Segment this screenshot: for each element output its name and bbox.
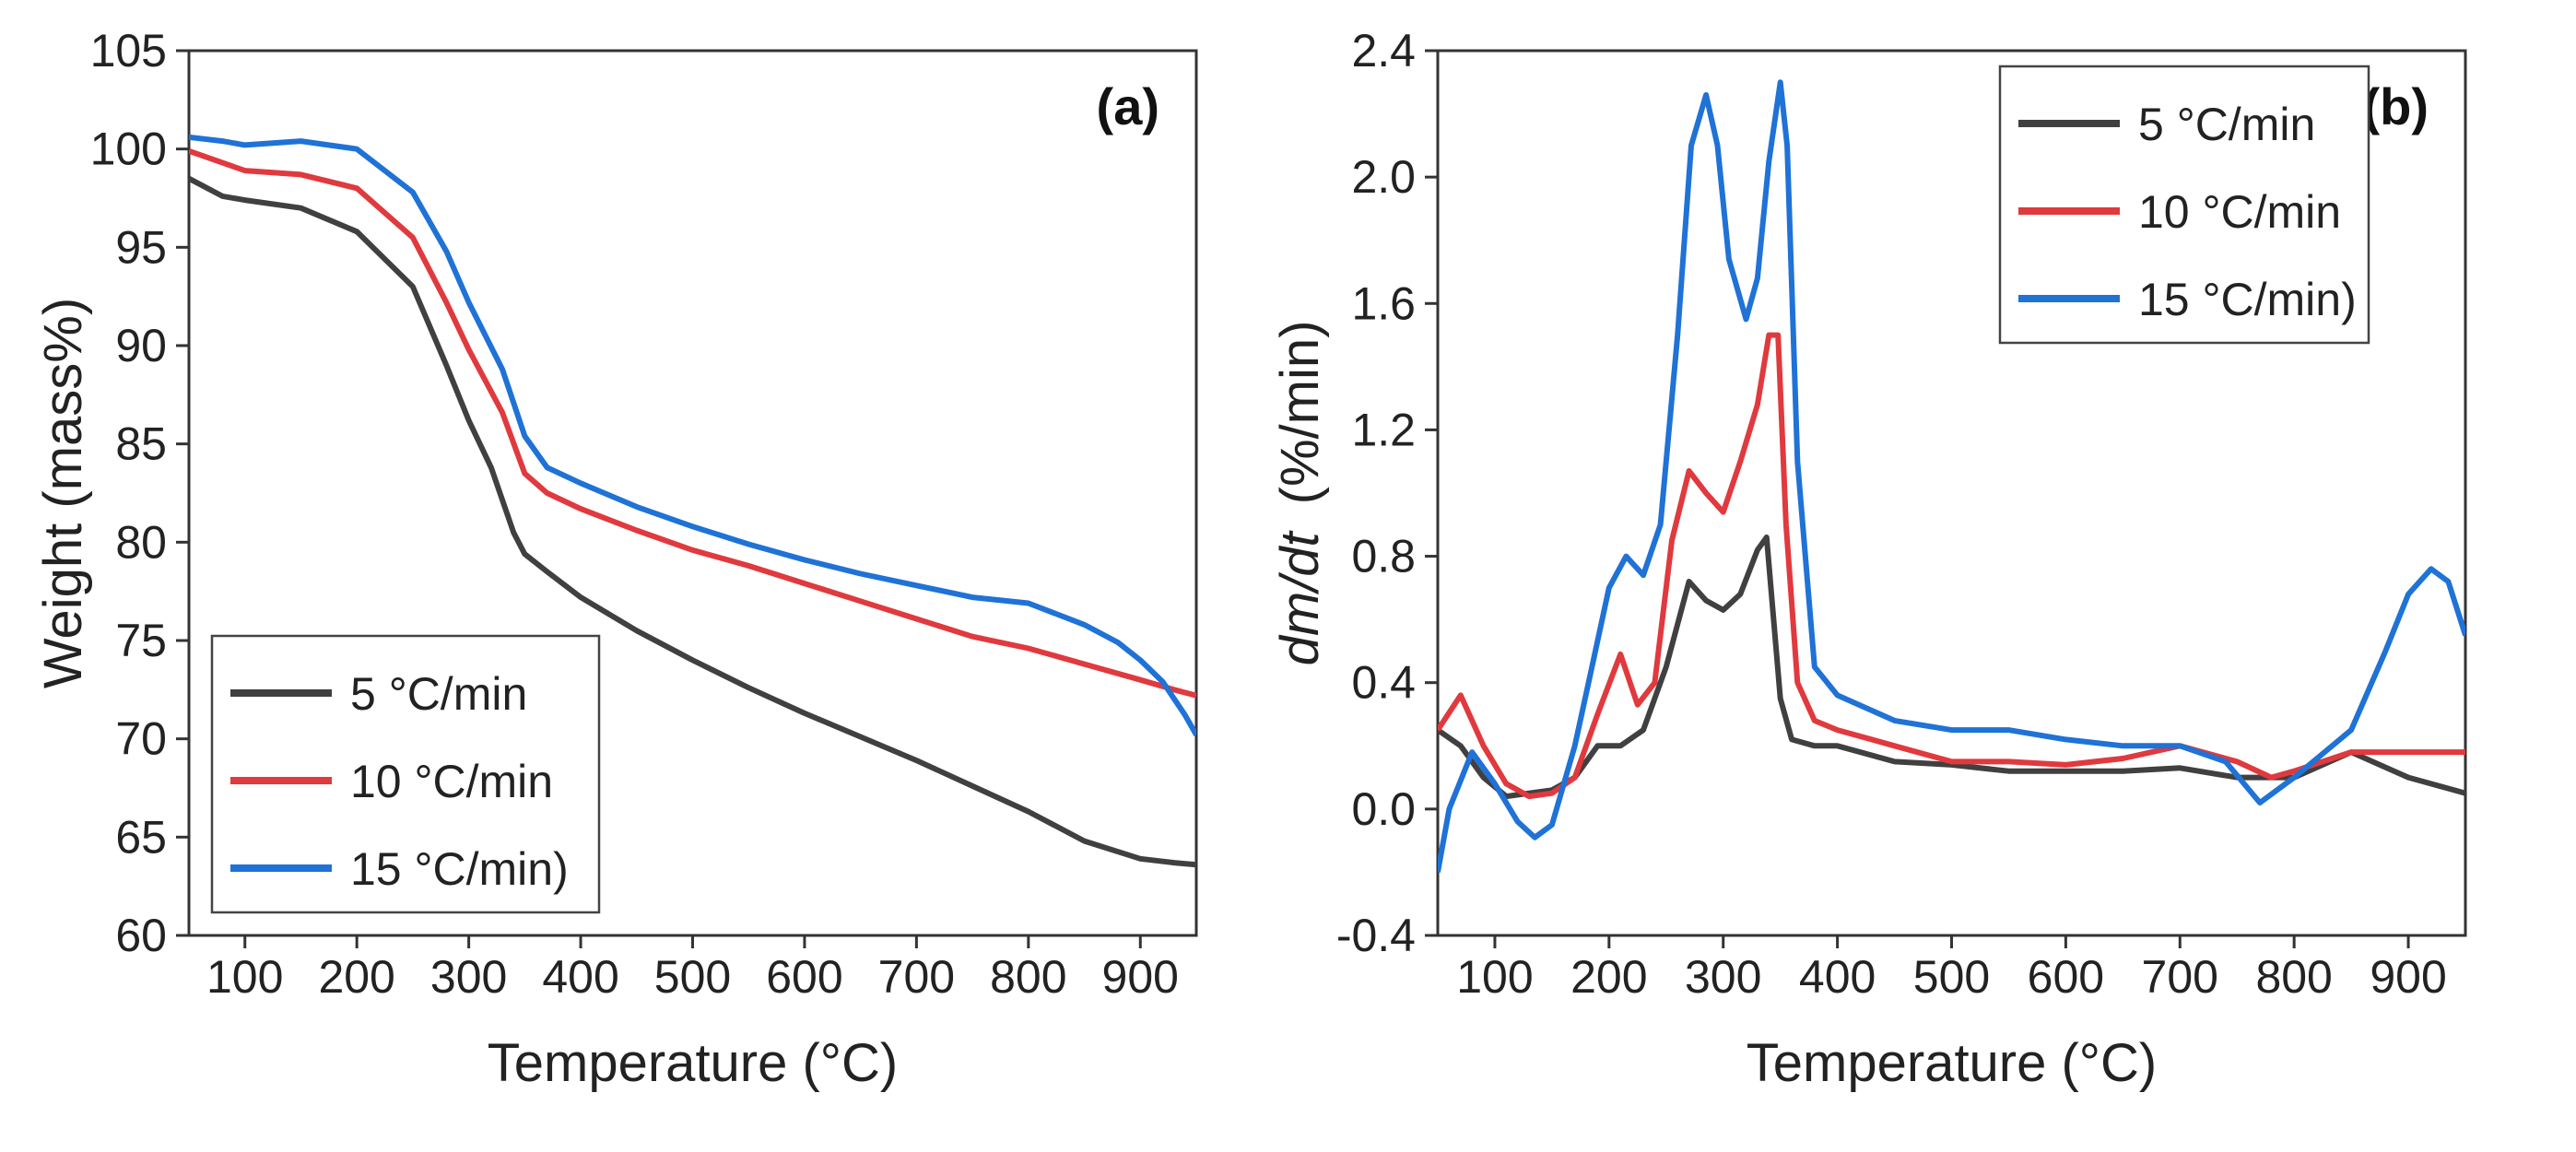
chart-panel-b: 100 200 300 400 500 600 700 800 900 -0.4 0.0 0.4 0.8…: [1270, 25, 2467, 1093]
y-tick-label: 1.6: [1351, 277, 1416, 329]
x-tick-label: 400: [1799, 951, 1876, 1003]
y-tick-label: 85: [115, 418, 167, 470]
y-tick-label: 0.0: [1351, 783, 1416, 835]
y-tick-label: 1.2: [1351, 404, 1416, 455]
y-axis-label: dm/dt (%/min): [1270, 321, 1330, 666]
series-line-2: [1438, 332, 2465, 800]
x-tick-label: 200: [1570, 951, 1647, 1003]
x-tick-label: 600: [766, 951, 842, 1003]
legend-entry: 15 °C/min): [350, 843, 569, 895]
y-tick-label: 80: [115, 516, 167, 568]
x-tick-label: 800: [2255, 951, 2332, 1003]
x-tick-label: 300: [430, 951, 507, 1003]
x-tick-label: 600: [2028, 951, 2104, 1003]
series-line-1: [189, 176, 1196, 868]
series-line-2: [189, 147, 1196, 699]
x-tick-label: 700: [878, 951, 955, 1003]
chart-panel-a: 100 200 300 400 500 600 700 800 900 60 65 70 75 80 85 9…: [33, 25, 1198, 1093]
x-tick-label: 100: [206, 951, 283, 1003]
y-tick-label: 70: [115, 713, 167, 765]
y-tick-label: 95: [115, 221, 167, 273]
series-line-3: [1438, 79, 2465, 873]
x-tick-label: 500: [1913, 951, 1990, 1003]
panel-label: (b): [2362, 77, 2429, 135]
y-axis-label-italic: dm/dt: [1270, 529, 1330, 665]
x-tick-label: 500: [654, 951, 731, 1003]
x-tick-label: 100: [1456, 951, 1533, 1003]
x-tick-label: 300: [1685, 951, 1761, 1003]
legend-entry: 15 °C/min): [2138, 274, 2357, 325]
y-tick-label: 0.8: [1351, 531, 1416, 582]
y-tick-label: 2.4: [1351, 25, 1416, 76]
x-tick-label: 800: [990, 951, 1066, 1003]
y-tick-label: -0.4: [1336, 910, 1416, 961]
y-tick-label: 0.4: [1351, 657, 1416, 709]
series-line-3: [189, 134, 1196, 736]
y-tick-label: 90: [115, 320, 167, 371]
legend-entry: 5 °C/min: [350, 668, 527, 720]
y-axis-label-unit: (%/min): [1270, 321, 1330, 505]
x-tick-label: 900: [2370, 951, 2446, 1003]
x-tick-label: 700: [2142, 951, 2218, 1003]
x-axis-label: Temperature (°C): [488, 1033, 898, 1093]
y-tick-label: 105: [90, 25, 167, 76]
legend-entry: 5 °C/min: [2138, 99, 2315, 150]
legend-entry: 10 °C/min: [350, 756, 553, 807]
y-tick-label: 100: [90, 123, 167, 175]
y-axis-label: Weight (mass%): [33, 298, 93, 688]
panel-label: (a): [1097, 77, 1159, 135]
y-tick-label: 2.0: [1351, 151, 1416, 203]
x-tick-label: 200: [318, 951, 394, 1003]
legend-entry: 10 °C/min: [2138, 186, 2341, 238]
x-tick-label: 400: [542, 951, 618, 1003]
y-tick-label: 75: [115, 615, 167, 666]
x-tick-label: 900: [1102, 951, 1179, 1003]
x-axis-label: Temperature (°C): [1747, 1033, 2157, 1093]
y-tick-label: 65: [115, 811, 167, 863]
y-tick-label: 60: [115, 910, 167, 961]
